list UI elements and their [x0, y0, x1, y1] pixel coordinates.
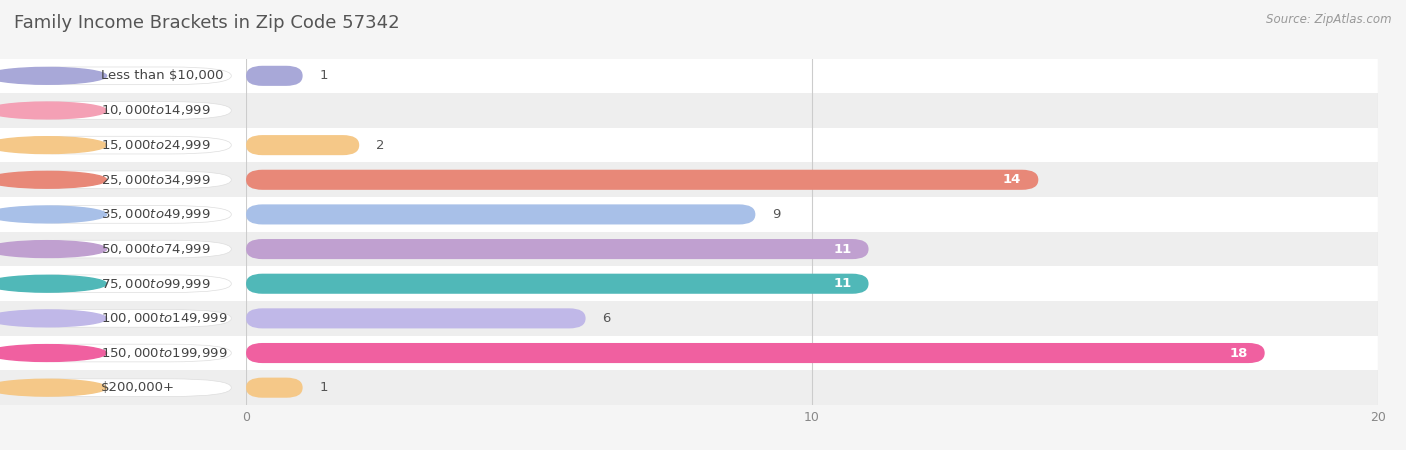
FancyBboxPatch shape	[4, 310, 231, 327]
Bar	[246, 266, 1378, 301]
FancyBboxPatch shape	[0, 197, 246, 232]
FancyBboxPatch shape	[246, 135, 359, 155]
Circle shape	[0, 241, 107, 257]
Circle shape	[0, 275, 107, 292]
FancyBboxPatch shape	[246, 308, 585, 328]
Bar	[246, 58, 1378, 93]
FancyBboxPatch shape	[4, 136, 231, 154]
FancyBboxPatch shape	[4, 102, 231, 119]
FancyBboxPatch shape	[246, 66, 302, 86]
Text: 1: 1	[319, 381, 328, 394]
FancyBboxPatch shape	[4, 67, 231, 85]
Text: 6: 6	[603, 312, 612, 325]
Text: $10,000 to $14,999: $10,000 to $14,999	[101, 104, 211, 117]
Text: 9: 9	[772, 208, 780, 221]
Text: 14: 14	[1002, 173, 1021, 186]
Circle shape	[0, 345, 107, 361]
Text: $150,000 to $199,999: $150,000 to $199,999	[101, 346, 228, 360]
FancyBboxPatch shape	[0, 336, 246, 370]
Text: Family Income Brackets in Zip Code 57342: Family Income Brackets in Zip Code 57342	[14, 14, 399, 32]
Circle shape	[0, 206, 107, 223]
FancyBboxPatch shape	[0, 128, 246, 162]
FancyBboxPatch shape	[4, 206, 231, 223]
Circle shape	[0, 102, 107, 119]
Bar	[246, 162, 1378, 197]
Circle shape	[0, 68, 107, 84]
Text: $200,000+: $200,000+	[101, 381, 174, 394]
Text: 11: 11	[834, 277, 852, 290]
Bar	[246, 336, 1378, 370]
FancyBboxPatch shape	[4, 275, 231, 292]
Circle shape	[0, 379, 107, 396]
FancyBboxPatch shape	[0, 162, 246, 197]
FancyBboxPatch shape	[246, 378, 302, 398]
Circle shape	[0, 171, 107, 188]
FancyBboxPatch shape	[0, 266, 246, 301]
FancyBboxPatch shape	[246, 343, 1265, 363]
FancyBboxPatch shape	[246, 239, 869, 259]
Text: $15,000 to $24,999: $15,000 to $24,999	[101, 138, 211, 152]
FancyBboxPatch shape	[246, 274, 869, 294]
Text: 11: 11	[834, 243, 852, 256]
Bar	[246, 232, 1378, 266]
Bar	[246, 301, 1378, 336]
FancyBboxPatch shape	[0, 93, 246, 128]
Text: Source: ZipAtlas.com: Source: ZipAtlas.com	[1267, 14, 1392, 27]
FancyBboxPatch shape	[0, 58, 246, 93]
FancyBboxPatch shape	[246, 204, 755, 225]
Text: 1: 1	[319, 69, 328, 82]
Bar	[246, 93, 1378, 128]
Text: $100,000 to $149,999: $100,000 to $149,999	[101, 311, 228, 325]
FancyBboxPatch shape	[4, 379, 231, 396]
FancyBboxPatch shape	[0, 301, 246, 336]
Text: $50,000 to $74,999: $50,000 to $74,999	[101, 242, 211, 256]
FancyBboxPatch shape	[4, 344, 231, 362]
FancyBboxPatch shape	[246, 170, 1038, 190]
Circle shape	[0, 310, 107, 327]
Text: 18: 18	[1229, 346, 1247, 360]
FancyBboxPatch shape	[0, 232, 246, 266]
Text: $75,000 to $99,999: $75,000 to $99,999	[101, 277, 211, 291]
Bar	[246, 197, 1378, 232]
FancyBboxPatch shape	[4, 171, 231, 189]
FancyBboxPatch shape	[0, 370, 246, 405]
Bar	[246, 128, 1378, 162]
Text: $35,000 to $49,999: $35,000 to $49,999	[101, 207, 211, 221]
Text: 2: 2	[377, 139, 385, 152]
Text: Less than $10,000: Less than $10,000	[101, 69, 224, 82]
FancyBboxPatch shape	[4, 240, 231, 258]
Circle shape	[0, 137, 107, 153]
Text: $25,000 to $34,999: $25,000 to $34,999	[101, 173, 211, 187]
Bar	[246, 370, 1378, 405]
